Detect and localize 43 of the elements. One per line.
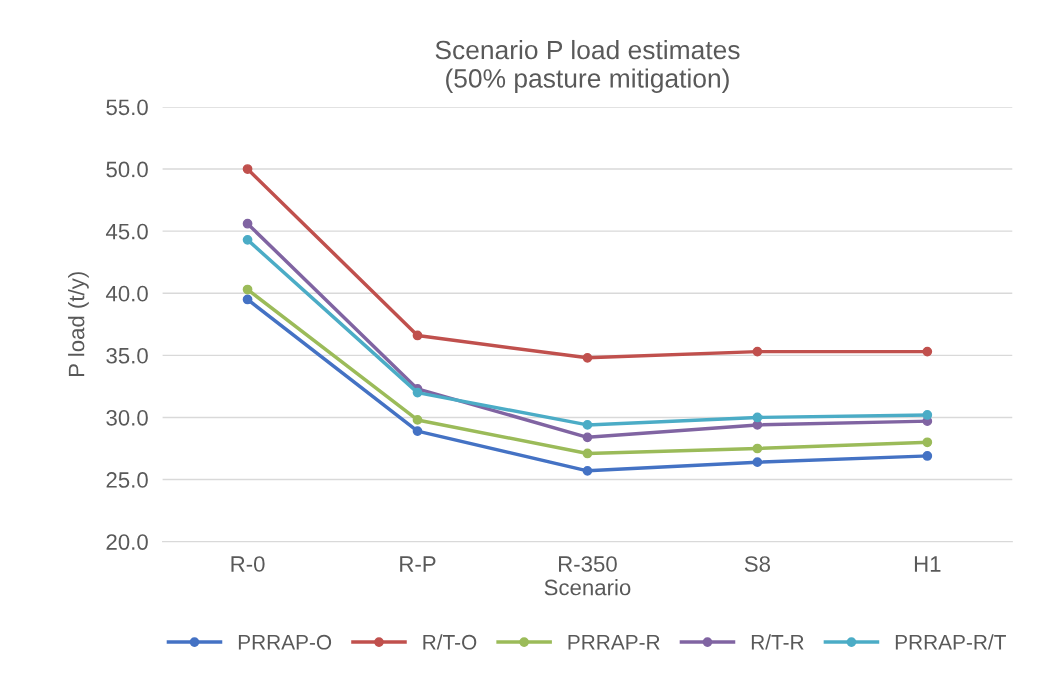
legend-label: PRRAP-R/T (895, 634, 1006, 650)
point (412, 415, 423, 425)
x-tick-label: R-P (400, 556, 436, 572)
point (922, 346, 933, 357)
y-tick-label: 50.0 (106, 161, 148, 178)
point (922, 410, 933, 420)
point (242, 164, 253, 174)
point (242, 284, 253, 295)
legend-label: PRRAP-R (568, 635, 660, 650)
x-tick-label: R-350 (559, 556, 617, 572)
point (752, 346, 763, 357)
y-tick-label: 40.0 (105, 285, 148, 302)
point (922, 451, 933, 461)
y-tick-label: 35.0 (106, 347, 148, 364)
point (582, 448, 593, 459)
y-tick-label: 20.0 (106, 534, 148, 550)
y-tick-label: 25.0 (106, 472, 148, 488)
x-axis-title: Scenario (544, 579, 631, 596)
x-tick-label: H1 (914, 556, 941, 572)
point (582, 352, 593, 363)
chart-title: Scenario P load estimates (50% pasture mitigation) (435, 39, 740, 93)
point (242, 294, 253, 305)
point (582, 465, 593, 476)
point (242, 218, 253, 229)
x-tick-label: R-0 (231, 556, 265, 572)
y-axis-title: P load (t/y) (68, 272, 89, 376)
point (752, 457, 763, 468)
legend-label: R/T-R (751, 634, 804, 650)
point (412, 330, 423, 341)
legend-label: PRRAP-O (238, 634, 332, 650)
legend-label: R/T-O (423, 634, 477, 650)
y-tick-label: 55.0 (106, 99, 148, 116)
x-tick-label: S8 (744, 556, 770, 572)
point (752, 412, 763, 423)
point (582, 432, 593, 443)
y-tick-label: 30.0 (106, 409, 148, 426)
y-tick-label: 45.0 (105, 223, 148, 240)
point (922, 437, 933, 448)
point (582, 420, 593, 430)
point (412, 426, 423, 436)
point (412, 387, 423, 398)
point (242, 234, 253, 245)
point (752, 443, 763, 454)
